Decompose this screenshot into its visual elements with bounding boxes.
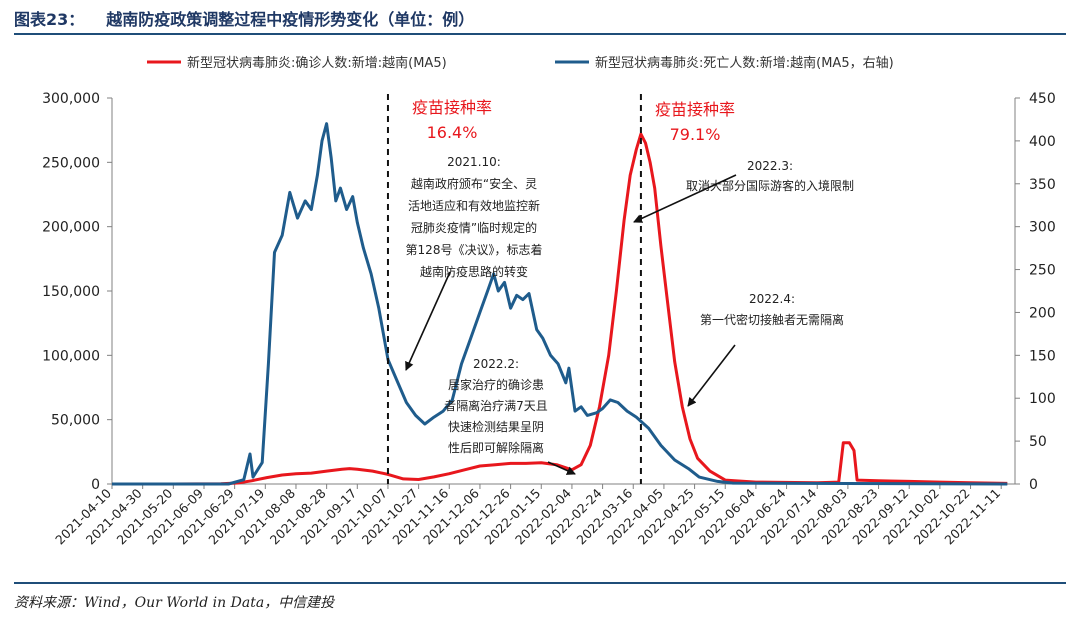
left-tick-label: 300,000 xyxy=(42,91,100,107)
annotation-2021-10-line-6: 越南防疫思路的转变 xyxy=(420,264,528,279)
right-tick-label: 350 xyxy=(1029,177,1056,193)
annotation-2022-04-line-2: 第一代密切接触者无需隔离 xyxy=(700,312,844,327)
annotation-2022-03-line-1: 2022.3: xyxy=(747,159,793,173)
source-rule xyxy=(14,582,1066,584)
arrow-2022-03 xyxy=(633,174,737,223)
right-tick-label: 50 xyxy=(1029,434,1047,450)
annotation-2022-02-line-4: 快速检测结果呈阴 xyxy=(448,419,544,434)
annotation-2021-10-line-5: 第128号《决议》，标志着 xyxy=(406,242,543,257)
arrow-2022-02 xyxy=(547,461,576,475)
source-note: 资料来源：Wind，Our World in Data，中信建投 xyxy=(14,595,335,611)
annotation-2021-10-line-1: 2021.10: xyxy=(447,155,501,169)
arrow-2021-10 xyxy=(405,271,451,371)
left-tick-label: 100,000 xyxy=(42,348,100,364)
figure-title-text: 越南防疫政策调整过程中疫情形势变化（单位：例） xyxy=(106,10,475,29)
left-tick-label: 200,000 xyxy=(42,220,100,236)
vaccination-rate-label-2-line-2: 79.1% xyxy=(670,125,721,144)
legend-label-2: 新型冠状病毒肺炎:死亡人数:新增:越南(MA5，右轴) xyxy=(595,55,894,71)
right-tick-label: 150 xyxy=(1029,348,1056,364)
left-tick-label: 250,000 xyxy=(42,155,100,171)
arrow-2022-04 xyxy=(687,344,736,407)
right-tick-label: 450 xyxy=(1029,91,1056,107)
vaccination-rate-label-1-line-2: 16.4% xyxy=(427,123,478,142)
annotation-2022-04-line-1: 2022.4: xyxy=(749,292,795,306)
right-tick-label: 0 xyxy=(1029,477,1038,493)
right-tick-label: 100 xyxy=(1029,391,1056,407)
annotation-2021-10-line-3: 活地适应和有效地监控新 xyxy=(408,198,540,213)
right-tick-label: 300 xyxy=(1029,220,1056,236)
annotation-2022-02-line-5: 性后即可解除隔离 xyxy=(448,440,544,455)
title-rule xyxy=(14,33,1066,35)
series-line-deaths xyxy=(112,122,1008,486)
right-tick-label: 200 xyxy=(1029,305,1056,321)
annotation-2022-02-line-2: 居家治疗的确诊患 xyxy=(448,377,544,392)
vaccination-rate-label-1-line-1: 疫苗接种率 xyxy=(412,98,492,117)
left-tick-label: 0 xyxy=(91,477,100,493)
annotation-2022-02-line-1: 2022.2: xyxy=(473,357,519,371)
annotation-2022-02-line-3: 者隔离治疗满7天且 xyxy=(444,398,548,413)
figure-title: 图表23： 越南防疫政策调整过程中疫情形势变化（单位：例） xyxy=(14,6,474,30)
right-tick-label: 250 xyxy=(1029,263,1056,279)
legend-label-1: 新型冠状病毒肺炎:确诊人数:新增:越南(MA5) xyxy=(187,55,447,71)
left-tick-label: 50,000 xyxy=(51,413,100,429)
series-line-cases xyxy=(112,132,1008,486)
annotation-2022-03-line-2: 取消大部分国际游客的入境限制 xyxy=(686,178,854,193)
annotation-2021-10-line-2: 越南政府颁布“安全、灵 xyxy=(411,176,537,191)
vaccination-rate-label-2-line-1: 疫苗接种率 xyxy=(655,100,735,119)
annotation-2021-10-line-4: 冠肺炎疫情”临时规定的 xyxy=(411,220,537,235)
figure-title-label: 图表23： xyxy=(14,10,85,29)
left-tick-label: 150,000 xyxy=(42,284,100,300)
right-tick-label: 400 xyxy=(1029,134,1056,150)
